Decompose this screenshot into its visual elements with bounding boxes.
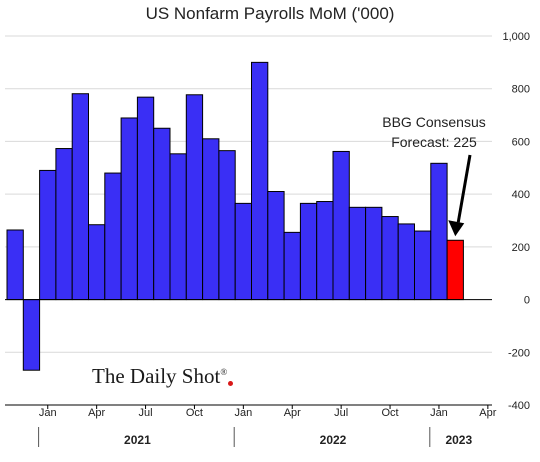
bar	[267, 191, 285, 301]
watermark-dot	[228, 381, 234, 386]
y-tick-label: 0	[524, 295, 530, 307]
bar	[169, 153, 187, 301]
bar	[55, 148, 73, 301]
bar	[348, 206, 367, 301]
x-tick-label: Jan	[234, 407, 252, 419]
y-tick-label: 800	[512, 84, 530, 96]
x-tick-label: Jan	[430, 407, 448, 419]
bar	[251, 61, 269, 301]
bar	[153, 127, 171, 301]
y-tick-label: 1,000	[502, 31, 530, 43]
watermark-logo: The Daily Shot®	[92, 364, 234, 389]
bar	[332, 150, 350, 301]
forecast-bar	[446, 239, 464, 301]
x-tick-label: Jul	[139, 407, 153, 419]
annotation-arrow-shaft	[456, 154, 472, 223]
bar	[234, 202, 252, 301]
bar	[397, 223, 416, 301]
bar	[71, 93, 89, 301]
x-tick-label: Jan	[39, 407, 57, 419]
bar	[120, 117, 138, 301]
bar	[136, 96, 155, 301]
annotation-line-2: Forecast: 225	[391, 134, 477, 150]
bar	[430, 162, 448, 301]
y-tick-label: -400	[508, 400, 530, 412]
bar	[381, 216, 399, 301]
x-tick-label: Apr	[88, 407, 105, 419]
bar	[88, 224, 106, 301]
year-label: 2022	[320, 433, 347, 447]
y-tick-label: -200	[508, 347, 530, 359]
x-tick-label: Apr	[284, 407, 301, 419]
year-label: 2021	[124, 433, 151, 447]
watermark-text: The Daily Shot	[92, 364, 221, 388]
year-label: 2023	[445, 433, 472, 447]
x-tick-label: Jul	[334, 407, 348, 419]
y-tick-label: 400	[512, 189, 530, 201]
bar	[22, 299, 41, 371]
bar	[185, 94, 204, 301]
bar	[104, 172, 122, 301]
y-tick-label: 600	[512, 136, 530, 148]
bar	[202, 138, 220, 301]
bar	[218, 150, 236, 301]
annotation-arrow-head	[448, 220, 465, 237]
x-tick-label: Oct	[186, 407, 203, 419]
y-tick-label: 200	[512, 242, 530, 254]
bar	[316, 201, 334, 301]
bar	[299, 202, 318, 301]
x-tick-label: Apr	[479, 407, 496, 419]
annotation-line-1: BBG Consensus	[382, 114, 486, 130]
bar	[365, 206, 383, 301]
x-tick-label: Oct	[381, 407, 398, 419]
watermark-mark: ®	[220, 367, 228, 377]
bar	[414, 230, 432, 301]
chart-title: US Nonfarm Payrolls MoM ('000)	[145, 4, 395, 23]
bar	[39, 169, 57, 301]
bar	[283, 231, 301, 301]
bar	[6, 229, 24, 301]
